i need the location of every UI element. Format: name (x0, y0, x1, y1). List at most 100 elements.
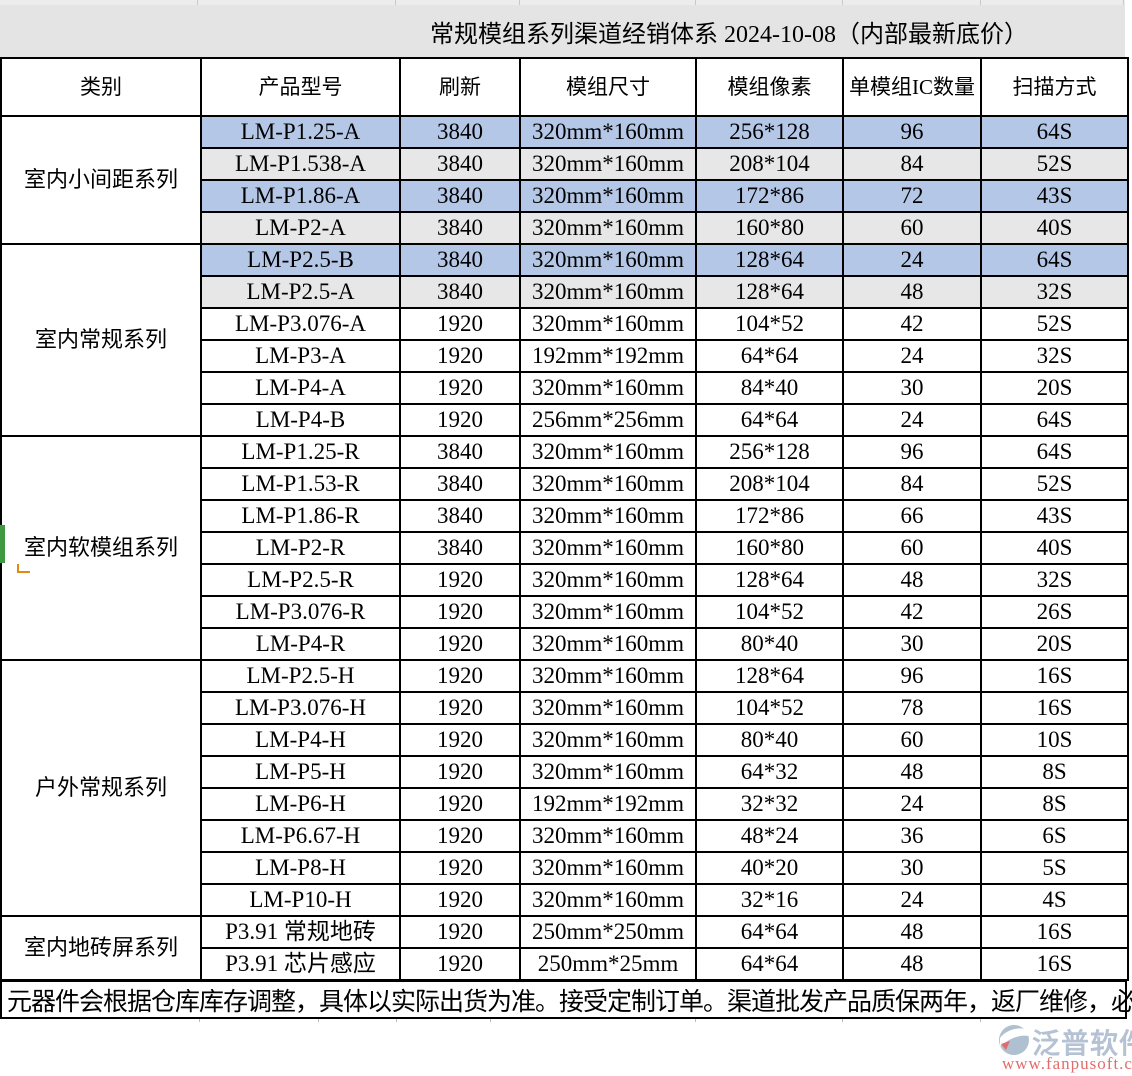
table-row: LM-P5-H 1920 320mm*160mm 64*32 48 8S (1, 755, 1129, 789)
model-cell: LM-P8-H (200, 851, 401, 885)
model-cell: LM-P2.5-R (200, 563, 401, 597)
model-cell: LM-P3.076-H (200, 691, 401, 725)
size-cell: 320mm*160mm (519, 531, 697, 565)
grid-line (980, 1019, 981, 1022)
pixels-cell: 104*52 (695, 595, 844, 629)
model-cell: LM-P10-H (200, 883, 401, 917)
pixels-cell: 160*80 (695, 531, 844, 565)
model-cell: LM-P1.86-A (200, 179, 401, 213)
scan-mode-cell: 16S (980, 659, 1129, 693)
grid-line (197, 0, 198, 5)
ic-count-cell: 66 (842, 499, 982, 533)
model-cell: LM-P2-A (200, 211, 401, 245)
refresh-cell: 3840 (399, 243, 521, 277)
pixels-cell: 256*128 (695, 115, 844, 149)
size-cell: 256mm*256mm (519, 403, 697, 437)
model-cell: LM-P2.5-H (200, 659, 401, 693)
scan-mode-cell: 43S (980, 179, 1129, 213)
ic-count-cell: 60 (842, 531, 982, 565)
size-cell: 320mm*160mm (519, 435, 697, 469)
orange-marker (17, 564, 30, 573)
category-cell: 室内常规系列 (0, 243, 202, 437)
pixels-cell: 64*64 (695, 915, 844, 949)
table-row: LM-P1.53-R 3840 320mm*160mm 208*104 84 52S (1, 467, 1129, 501)
bottom-grid-strip (0, 1019, 1132, 1022)
ic-count-cell: 48 (842, 915, 982, 949)
refresh-cell: 1920 (399, 339, 521, 373)
page-title: 常规模组系列渠道经销体系 2024-10-08（内部最新底价） (430, 21, 1028, 48)
pixels-cell: 104*52 (695, 307, 844, 341)
grid-line (695, 1019, 696, 1022)
refresh-cell: 1920 (399, 947, 521, 981)
size-cell: 320mm*160mm (519, 691, 697, 725)
table-body: 室内小间距系列 LM-P1.25-A 3840 320mm*160mm 256*128 9… (0, 115, 1129, 981)
ic-count-cell: 48 (842, 755, 982, 789)
scan-mode-cell: 10S (980, 723, 1129, 757)
refresh-cell: 1920 (399, 691, 521, 725)
refresh-cell: 3840 (399, 211, 521, 245)
ic-count-cell: 30 (842, 851, 982, 885)
pixels-cell: 128*64 (695, 275, 844, 309)
table-row: LM-P2-R 3840 320mm*160mm 160*80 60 40S (1, 531, 1129, 565)
grid-line (318, 1019, 319, 1022)
size-cell: 320mm*160mm (519, 755, 697, 789)
ic-count-cell: 72 (842, 179, 982, 213)
ic-count-cell: 48 (842, 275, 982, 309)
pixels-cell: 32*16 (695, 883, 844, 917)
scan-mode-cell: 8S (980, 787, 1129, 821)
scan-mode-cell: 40S (980, 531, 1129, 565)
size-cell: 320mm*160mm (519, 659, 697, 693)
header-cell: 扫描方式 (980, 57, 1129, 117)
table-row: 室内软模组系列 LM-P1.25-R 3840 320mm*160mm 256*128 9… (0, 435, 1129, 661)
pixels-cell: 160*80 (695, 211, 844, 245)
table-row: LM-P1.86-A 3840 320mm*160mm 172*86 72 43S (1, 179, 1129, 213)
pixels-cell: 128*64 (695, 563, 844, 597)
scan-mode-cell: 6S (980, 819, 1129, 853)
refresh-cell: 1920 (399, 723, 521, 757)
table-row: 室内地砖屏系列 P3.91 常规地砖 1920 250mm*250mm 64*64 48 1… (0, 915, 1129, 981)
table-row: 户外常规系列 LM-P2.5-H 1920 320mm*160mm 128*64 96 16… (0, 659, 1129, 917)
ic-count-cell: 24 (842, 883, 982, 917)
refresh-cell: 1920 (399, 371, 521, 405)
table-row: LM-P4-A 1920 320mm*160mm 84*40 30 20S (1, 371, 1129, 405)
model-cell: LM-P3.076-A (200, 307, 401, 341)
grid-line (490, 1019, 491, 1022)
refresh-cell: 1920 (399, 595, 521, 629)
grid-line (842, 0, 843, 5)
scan-mode-cell: 16S (980, 915, 1129, 949)
size-cell: 320mm*160mm (519, 179, 697, 213)
model-cell: LM-P3-A (200, 339, 401, 373)
refresh-cell: 3840 (399, 147, 521, 181)
refresh-cell: 1920 (399, 627, 521, 661)
refresh-cell: 1920 (399, 851, 521, 885)
header-cell: 刷新 (399, 57, 521, 117)
model-cell: LM-P5-H (200, 755, 401, 789)
model-cell: LM-P1.538-A (200, 147, 401, 181)
model-cell: LM-P4-A (200, 371, 401, 405)
category-cell: 室内地砖屏系列 (0, 915, 202, 981)
scan-mode-cell: 43S (980, 499, 1129, 533)
model-cell: LM-P4-R (200, 627, 401, 661)
grid-line (842, 1019, 843, 1022)
model-cell: LM-P2-R (200, 531, 401, 565)
ic-count-cell: 30 (842, 371, 982, 405)
watermark: 泛普软件 www.fanpusoft.com (998, 1022, 1132, 1074)
table-header-row: 类别 产品型号 刷新 模组尺寸 模组像素 单模组IC数量 扫描方式 (0, 57, 1129, 117)
ic-count-cell: 24 (842, 339, 982, 373)
scan-mode-cell: 32S (980, 339, 1129, 373)
pixels-cell: 256*128 (695, 435, 844, 469)
scan-mode-cell: 64S (980, 115, 1129, 149)
header-cell: 产品型号 (200, 57, 401, 117)
table-row: 室内常规系列 LM-P2.5-B 3840 320mm*160mm 128*64 24 64… (0, 243, 1129, 437)
size-cell: 320mm*160mm (519, 883, 697, 917)
model-cell: P3.91 常规地砖 (200, 915, 401, 949)
table-row: 室内小间距系列 LM-P1.25-A 3840 320mm*160mm 256*128 9… (0, 115, 1129, 245)
size-cell: 320mm*160mm (519, 819, 697, 853)
refresh-cell: 3840 (399, 531, 521, 565)
price-table: 类别 产品型号 刷新 模组尺寸 模组像素 单模组IC数量 扫描方式 室内小间距系列 LM-P1… (0, 57, 1129, 981)
model-cell: LM-P1.53-R (200, 467, 401, 501)
model-cell: LM-P4-H (200, 723, 401, 757)
refresh-cell: 1920 (399, 787, 521, 821)
refresh-cell: 1920 (399, 755, 521, 789)
size-cell: 320mm*160mm (519, 563, 697, 597)
